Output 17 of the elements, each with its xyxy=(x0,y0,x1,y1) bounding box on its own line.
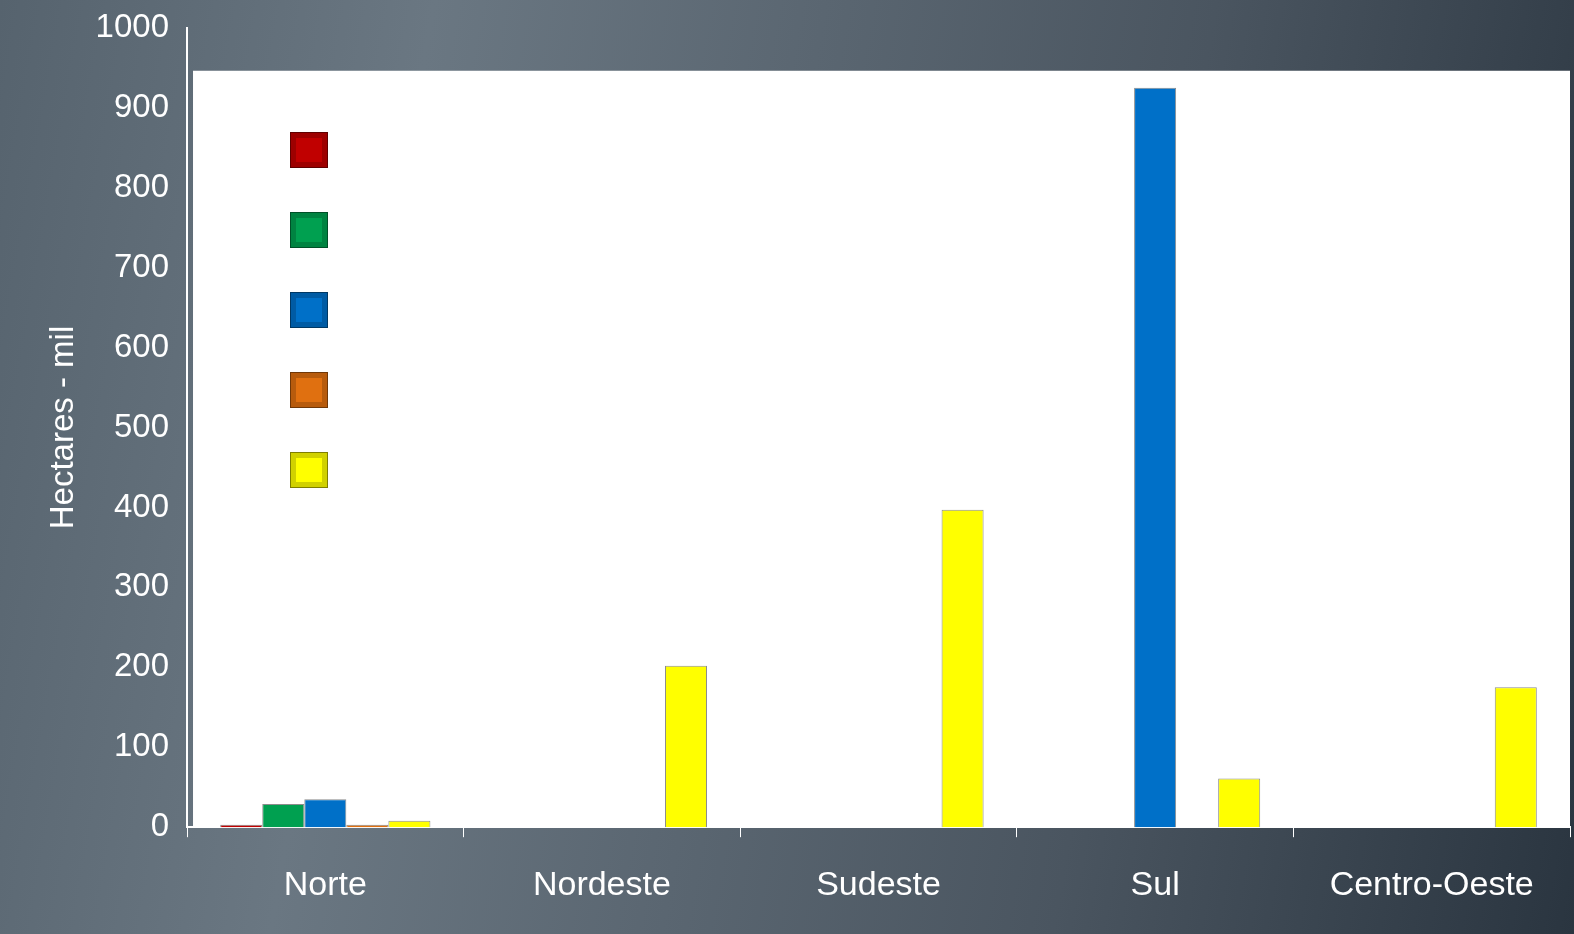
y-tick-label: 700 xyxy=(113,246,170,284)
y-tick-label: 600 xyxy=(113,326,170,364)
x-tick-label: Sudeste xyxy=(816,863,941,902)
y-tick-label: 800 xyxy=(113,166,170,204)
y-tick-label: 200 xyxy=(113,646,170,684)
y-axis-title: Hectares - mil xyxy=(42,325,80,530)
y-tick-label: 0 xyxy=(150,806,170,844)
y-tick-label: 1000 xyxy=(95,6,170,44)
y-tick-label: 400 xyxy=(113,486,170,524)
x-tick-label: Nordeste xyxy=(532,863,671,902)
y-tick-label: 900 xyxy=(113,86,170,124)
y-tick-label: 300 xyxy=(113,566,170,604)
y-tick-label: 100 xyxy=(113,726,170,764)
y-tick-label: 500 xyxy=(113,406,170,444)
x-tick-label: Centro-Oeste xyxy=(1329,863,1534,902)
x-tick-label: Norte xyxy=(283,863,367,902)
x-tick-label: Sul xyxy=(1130,863,1180,902)
